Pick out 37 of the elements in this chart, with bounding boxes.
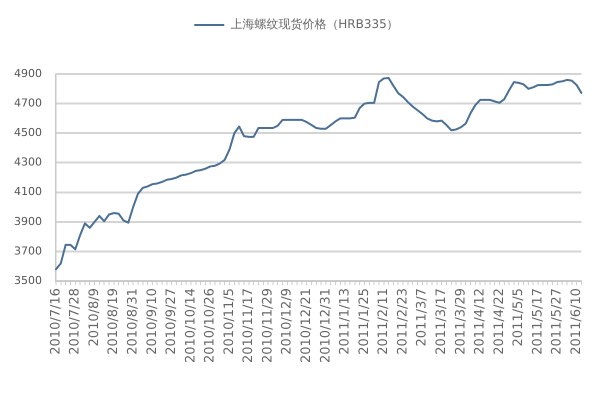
- x-tick-label: 2011/5/5: [511, 288, 526, 346]
- x-tick-label: 2010/9/10: [144, 288, 160, 355]
- x-tick-label: 2010/11/17: [241, 288, 256, 364]
- y-tick-label: 4100: [14, 185, 42, 198]
- x-tick-label: 2010/7/28: [68, 288, 83, 355]
- x-tick-label: 2010/12/21: [299, 288, 314, 364]
- y-tick-label: 4500: [14, 126, 42, 140]
- x-tick-label: 2011/1/13: [338, 288, 353, 355]
- x-tick-label: 2010/10/14: [183, 288, 198, 364]
- x-tick-label: 2011/5/27: [550, 288, 565, 355]
- x-tick-label: 2011/2/23: [395, 288, 410, 355]
- x-tick-label: 2011/2/11: [376, 288, 392, 355]
- y-tick-label: 4900: [14, 66, 42, 80]
- x-tick-label: 2010/8/9: [86, 288, 102, 346]
- y-tick-label: 4700: [14, 96, 42, 110]
- x-tick-label: 2011/1/25: [356, 288, 372, 355]
- x-tick-label: 2010/12/31: [318, 288, 334, 364]
- x-tick-label: 2011/3/17: [434, 288, 449, 355]
- x-tick-label: 2010/8/19: [106, 288, 122, 355]
- x-tick-label: 2011/3/7: [414, 288, 430, 346]
- legend-label: 上海螺纹现货价格（HRB335）: [230, 17, 399, 32]
- y-tick-label: 3700: [14, 244, 42, 258]
- x-tick-label: 2011/5/17: [530, 288, 546, 355]
- y-tick-label: 4300: [14, 156, 42, 169]
- y-tick-label: 3900: [14, 214, 42, 228]
- x-tick-label: 2010/12/9: [280, 288, 295, 355]
- x-tick-label: 2010/7/16: [48, 288, 64, 355]
- x-tick-label: 2010/9/27: [164, 288, 180, 355]
- x-tick-label: 2010/11/29: [260, 288, 276, 364]
- x-tick-label: 2010/10/26: [202, 288, 218, 364]
- y-tick-label: 3500: [14, 274, 42, 287]
- x-tick-label: 2011/4/12: [472, 288, 488, 355]
- x-tick-label: 2011/3/29: [453, 288, 468, 355]
- x-tick-label: 2010/11/5: [222, 288, 237, 355]
- x-tick-label: 2011/6/10: [568, 288, 584, 355]
- x-tick-label: 2010/8/31: [125, 288, 140, 355]
- x-tick-label: 2011/4/22: [492, 288, 507, 355]
